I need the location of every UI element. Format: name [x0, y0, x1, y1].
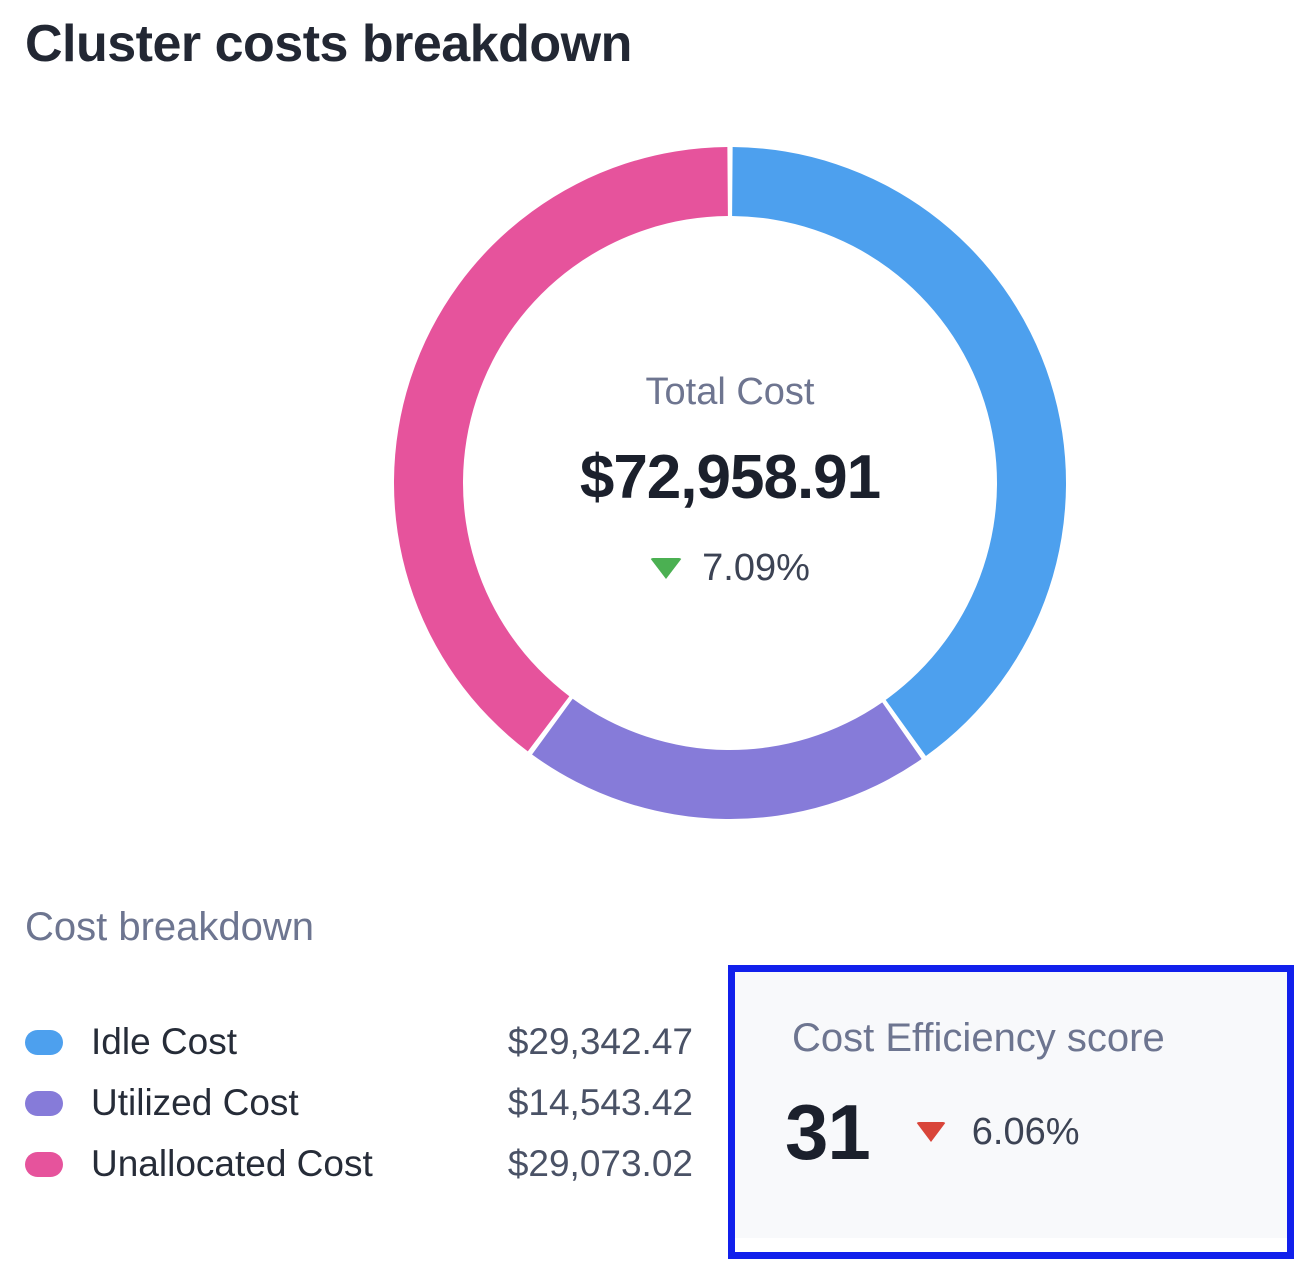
utilized-cost-value: $14,543.42 — [507, 1082, 693, 1123]
idle-cost-value: $29,342.47 — [507, 1021, 693, 1062]
donut-chart — [393, 147, 1067, 820]
cost-efficiency-heading: Cost Efficiency score — [792, 1016, 1165, 1060]
donut-segment-utilized-cost[interactable] — [532, 698, 922, 820]
total-cost-delta: 7.09% — [650, 547, 810, 590]
cost-efficiency-card[interactable]: Cost Efficiency score 31 6.06% — [728, 965, 1294, 1259]
cost-efficiency-card-background — [735, 972, 1287, 1238]
total-cost-delta-value: 7.09% — [702, 547, 810, 589]
legend-row-idle-cost[interactable]: Idle Cost $29,342.47 — [25, 1021, 693, 1062]
unallocated-cost-value: $29,073.02 — [507, 1143, 693, 1184]
legend-row-utilized-cost[interactable]: Utilized Cost $14,543.42 — [25, 1082, 693, 1123]
decrease-triangle-icon — [915, 1122, 946, 1142]
cost-breakdown-heading: Cost breakdown — [25, 905, 315, 949]
idle-cost-label: Idle Cost — [91, 1021, 238, 1062]
unallocated-cost-label: Unallocated Cost — [91, 1143, 373, 1184]
donut-segment-unallocated-cost[interactable] — [393, 147, 728, 752]
donut-segment-idle-cost[interactable] — [732, 147, 1067, 756]
decrease-triangle-icon — [650, 558, 683, 579]
utilized-cost-swatch-icon — [25, 1090, 63, 1116]
cost-efficiency-score-row: 31 6.06% — [785, 1084, 1080, 1180]
total-cost-label: Total Cost — [645, 371, 815, 413]
cost-efficiency-score: 31 — [785, 1087, 871, 1176]
unallocated-cost-swatch-icon — [25, 1151, 63, 1177]
utilized-cost-label: Utilized Cost — [91, 1082, 299, 1123]
page-title: Cluster costs breakdown — [25, 15, 632, 73]
cost-breakdown-legend: Idle Cost $29,342.47 Utilized Cost $14,5… — [25, 1021, 693, 1205]
cost-efficiency-delta-value: 6.06% — [971, 1110, 1080, 1153]
idle-cost-swatch-icon — [25, 1029, 63, 1055]
legend-row-unallocated-cost[interactable]: Unallocated Cost $29,073.02 — [25, 1143, 693, 1184]
total-cost-value: $72,958.91 — [579, 443, 881, 512]
donut-center-summary: Total Cost $72,958.91 7.09% — [463, 216, 997, 750]
